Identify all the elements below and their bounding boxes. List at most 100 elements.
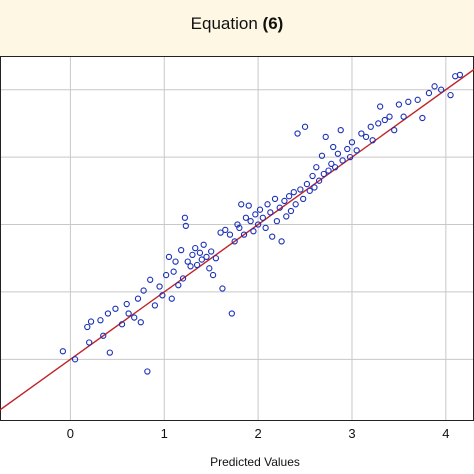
data-point: [311, 184, 318, 191]
data-point: [198, 256, 205, 263]
data-point: [196, 249, 204, 256]
data-point: [264, 201, 271, 208]
data-point: [182, 222, 189, 230]
data-point: [273, 217, 281, 225]
data-point: [278, 238, 285, 245]
data-point: [250, 228, 257, 235]
data-point: [306, 187, 313, 194]
data-point: [184, 258, 191, 265]
data-point: [234, 221, 241, 228]
data-point: [283, 213, 290, 220]
data-point: [209, 271, 217, 279]
data-point: [395, 101, 403, 108]
data-point: [256, 206, 264, 213]
x-tick-label: 1: [161, 426, 168, 441]
data-point: [156, 283, 163, 290]
data-point: [339, 157, 346, 164]
data-point: [358, 130, 365, 137]
data-point: [419, 114, 426, 122]
data-point: [391, 126, 398, 134]
data-point: [193, 261, 201, 269]
data-point: [181, 214, 189, 221]
data-point: [170, 268, 177, 275]
data-point: [425, 89, 433, 97]
data-point: [206, 265, 213, 272]
data-point: [172, 258, 179, 265]
data-point: [137, 319, 144, 326]
data-point: [276, 204, 283, 211]
chart-title-bar: Equation (6): [0, 0, 474, 56]
data-point: [267, 209, 274, 216]
chart-title: Equation (6): [0, 14, 474, 34]
data-point: [252, 211, 259, 218]
x-tick-label: 3: [348, 426, 355, 441]
data-point: [353, 147, 360, 154]
data-point: [144, 368, 151, 375]
data-point: [179, 275, 187, 282]
x-tick-labels: 0 1 2 3 4: [67, 426, 450, 441]
data-point: [104, 310, 112, 317]
points-layer: [59, 71, 464, 375]
data-point: [362, 133, 370, 141]
data-point: [86, 339, 93, 346]
data-point: [367, 123, 374, 130]
data-point: [328, 160, 335, 168]
data-point: [322, 133, 329, 141]
data-point: [189, 251, 196, 259]
data-point: [100, 332, 107, 339]
data-point: [386, 113, 393, 120]
data-point: [315, 177, 323, 184]
data-point: [381, 116, 388, 124]
data-point: [348, 139, 356, 146]
data-point: [281, 197, 288, 205]
data-point: [231, 238, 238, 245]
data-point: [334, 150, 342, 157]
data-point: [369, 137, 376, 144]
data-point: [159, 292, 166, 299]
data-point: [151, 302, 159, 309]
data-point: [290, 189, 297, 196]
plot-frame: [0, 56, 474, 421]
data-point: [320, 170, 327, 178]
chart-title-bold: (6): [262, 14, 284, 33]
data-point: [375, 120, 382, 127]
x-tick-label: 0: [67, 426, 74, 441]
data-point: [192, 244, 199, 252]
data-point: [285, 193, 293, 200]
data-point: [147, 276, 154, 283]
data-point: [84, 323, 91, 331]
data-point: [125, 310, 132, 317]
data-point: [245, 202, 252, 209]
data-point: [165, 253, 173, 261]
data-point: [337, 126, 344, 134]
x-tick-label: 2: [255, 426, 262, 441]
data-point: [269, 233, 276, 240]
data-point: [300, 195, 307, 203]
grid-layer: [0, 56, 474, 420]
data-point: [301, 123, 309, 130]
data-point: [254, 221, 262, 228]
data-point: [140, 287, 147, 294]
data-point: [219, 285, 226, 292]
data-point: [331, 164, 339, 171]
data-point: [118, 321, 126, 328]
data-point: [187, 263, 194, 270]
data-point: [303, 180, 311, 188]
data-point: [414, 96, 421, 103]
data-point: [203, 253, 210, 261]
data-point: [259, 214, 266, 221]
data-point: [168, 295, 175, 302]
data-point: [240, 231, 248, 238]
data-point: [238, 201, 245, 208]
chart-title-main: Equation: [190, 14, 258, 33]
data-point: [59, 348, 67, 355]
data-point: [112, 305, 119, 312]
data-point: [228, 310, 235, 317]
data-point: [437, 86, 445, 93]
data-point: [294, 130, 301, 137]
data-point: [344, 145, 351, 153]
data-point: [178, 246, 185, 254]
data-point: [405, 98, 412, 105]
data-point: [309, 172, 316, 180]
